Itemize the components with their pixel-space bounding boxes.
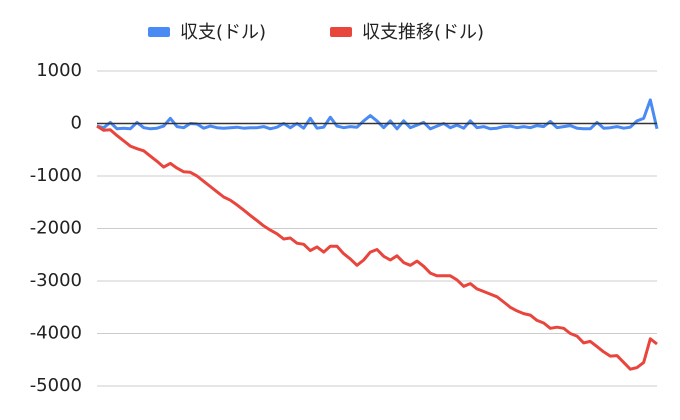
legend: 収支(ドル) 収支推移(ドル) [148, 22, 484, 43]
series-line [96, 98, 659, 131]
legend-label: 収支推移(ドル) [362, 22, 484, 43]
y-tick-label: 0 [71, 113, 82, 134]
legend-swatch [148, 27, 170, 37]
series-line [96, 124, 658, 371]
y-tick-label: -1000 [30, 165, 82, 186]
y-tick-label: -4000 [30, 323, 82, 344]
y-tick-label: -2000 [30, 218, 82, 239]
legend-label: 収支(ドル) [180, 22, 266, 43]
y-tick-label: -5000 [30, 375, 82, 396]
grid [97, 70, 657, 387]
y-tick-label: 1000 [36, 60, 82, 81]
y-tick-label: -3000 [30, 270, 82, 291]
legend-swatch [330, 27, 352, 37]
